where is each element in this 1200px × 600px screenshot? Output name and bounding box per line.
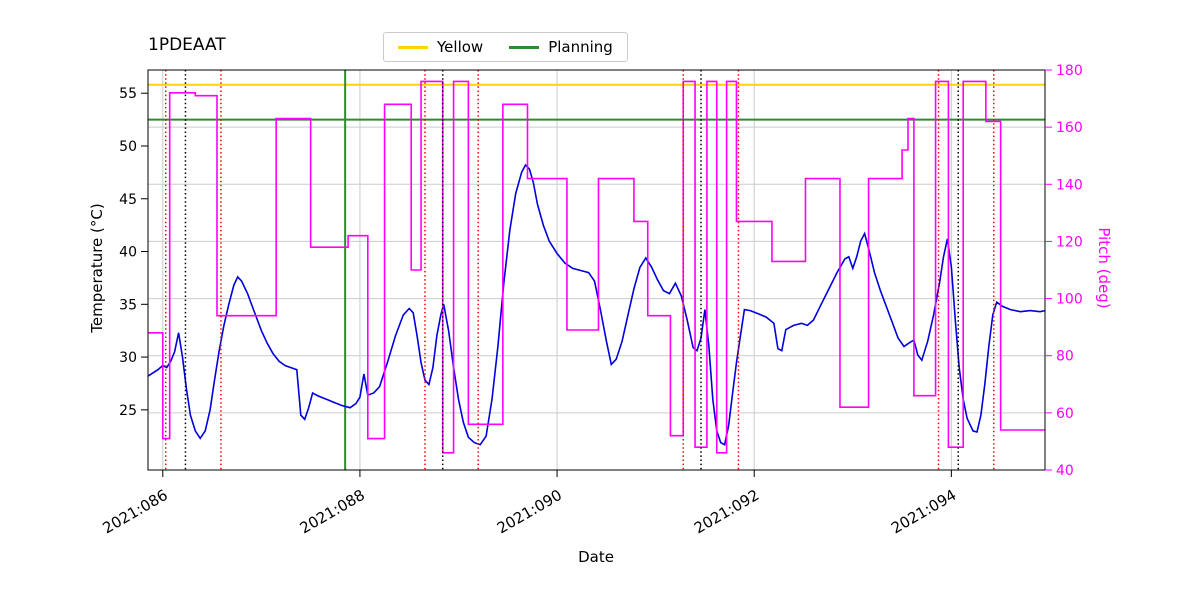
svg-text:40: 40 xyxy=(1056,463,1074,479)
svg-text:2021:094: 2021:094 xyxy=(888,486,959,538)
svg-text:30: 30 xyxy=(119,350,137,366)
svg-text:120: 120 xyxy=(1056,234,1083,250)
svg-text:60: 60 xyxy=(1056,406,1074,422)
legend-label-yellow: Yellow xyxy=(437,38,484,56)
svg-text:80: 80 xyxy=(1056,349,1074,365)
legend: Yellow Planning xyxy=(383,32,628,62)
svg-text:2021:088: 2021:088 xyxy=(297,486,368,538)
y-axis-label-pitch: Pitch (deg) xyxy=(1095,227,1113,309)
svg-text:180: 180 xyxy=(1056,63,1083,79)
svg-text:2021:090: 2021:090 xyxy=(494,486,565,538)
svg-text:25: 25 xyxy=(119,403,137,419)
svg-text:40: 40 xyxy=(119,245,137,261)
x-axis-label-date: Date xyxy=(578,548,614,566)
svg-text:100: 100 xyxy=(1056,292,1083,308)
planning-line-swatch xyxy=(509,45,540,49)
svg-text:160: 160 xyxy=(1056,120,1083,136)
legend-item-planning: Planning xyxy=(509,38,613,56)
svg-text:140: 140 xyxy=(1056,177,1083,193)
svg-text:2021:086: 2021:086 xyxy=(100,486,171,538)
svg-text:35: 35 xyxy=(119,297,137,313)
axes-frame xyxy=(147,69,1046,471)
yellow-line-swatch xyxy=(398,45,428,49)
pitch-line xyxy=(148,80,1045,454)
chart-title: 1PDEAAT xyxy=(148,35,226,55)
svg-text:2021:092: 2021:092 xyxy=(691,486,762,538)
data-series xyxy=(148,80,1045,454)
event-vlines xyxy=(164,70,995,470)
legend-item-yellow: Yellow xyxy=(398,38,483,56)
svg-text:55: 55 xyxy=(119,86,137,102)
y-axis-label-temperature: Temperature (°C) xyxy=(88,203,106,333)
svg-text:45: 45 xyxy=(119,192,137,208)
svg-text:50: 50 xyxy=(119,139,137,155)
temperature-line xyxy=(148,163,1045,446)
legend-label-planning: Planning xyxy=(548,38,613,56)
grid xyxy=(148,69,1045,471)
